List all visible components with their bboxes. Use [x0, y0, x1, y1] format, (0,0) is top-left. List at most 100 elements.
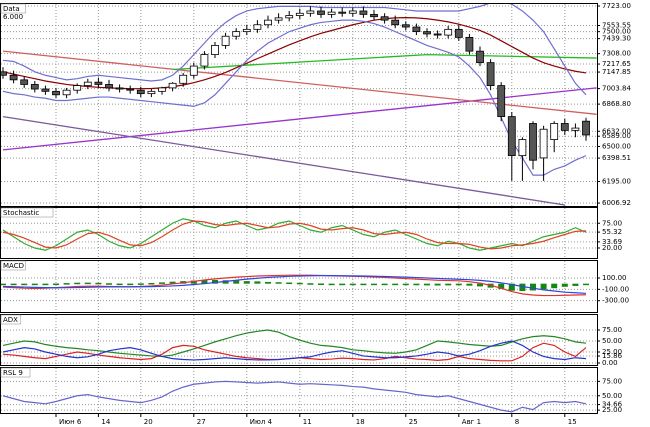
- histogram-bar: [254, 281, 261, 284]
- x-tick-label: 27: [197, 418, 206, 426]
- y-tick-label: 25.00: [602, 348, 622, 356]
- histogram-bar: [42, 283, 49, 286]
- series-line: [2, 275, 587, 294]
- series-line: [2, 19, 587, 176]
- panel-title: RSL 9: [3, 369, 23, 377]
- candle-body: [454, 28, 463, 38]
- candle-body: [423, 31, 431, 35]
- histogram-bar: [540, 283, 547, 290]
- histogram-bar: [201, 279, 208, 284]
- candle-body: [507, 116, 516, 157]
- series-line: [2, 274, 587, 297]
- candle-body: [433, 33, 442, 36]
- histogram-bar: [530, 283, 536, 291]
- histogram-bar: [190, 280, 197, 284]
- histogram-bar: [339, 283, 346, 286]
- panel-title-box: [0, 314, 22, 325]
- histogram-bar: [296, 282, 303, 285]
- y-tick-label: 7308.00: [602, 50, 631, 58]
- histogram-bar: [21, 283, 28, 286]
- candle-body: [232, 31, 241, 37]
- histogram-bar: [318, 283, 324, 285]
- candle-body: [147, 90, 156, 95]
- x-tick-label: 14: [101, 418, 110, 426]
- y-tick-label: 7439.30: [602, 35, 631, 43]
- y-tick-label: 7217.65: [602, 60, 631, 68]
- histogram-bar: [275, 282, 282, 284]
- candle-body: [200, 54, 209, 67]
- series-line: [2, 340, 587, 361]
- histogram-bar: [169, 281, 176, 284]
- candle-body: [571, 127, 580, 131]
- candle-body: [295, 12, 304, 16]
- panel-title-box: [0, 260, 26, 271]
- histogram-bar: [519, 283, 526, 292]
- histogram-bar: [84, 282, 91, 285]
- plot-area: [2, 329, 587, 362]
- histogram-bar: [392, 283, 399, 286]
- y-tick-label: -300.00: [602, 297, 629, 305]
- y-tick-label: 6632.00: [602, 127, 631, 135]
- plot-area: [2, 380, 587, 413]
- y-tick-label: 7500.00: [602, 28, 631, 36]
- panel-title: MACD: [3, 262, 24, 270]
- candle-body: [348, 10, 357, 14]
- candle-body: [370, 14, 378, 18]
- x-tick-label: 15: [568, 418, 577, 426]
- candle-body: [550, 123, 559, 140]
- candle-body: [126, 88, 135, 91]
- panel-subtitle: 6.000: [3, 13, 23, 21]
- candle-body: [465, 36, 474, 52]
- plot-area: [1, 274, 589, 297]
- histogram-bar: [371, 283, 377, 286]
- histogram-bar: [477, 283, 483, 287]
- histogram-bar: [583, 283, 589, 286]
- candle-body: [94, 81, 103, 85]
- series-line: [2, 329, 587, 358]
- x-tick-label: 11: [303, 418, 312, 426]
- y-tick-label: 25.00: [602, 406, 622, 414]
- histogram-bar: [95, 282, 102, 285]
- y-tick-label: 7723.00: [602, 2, 631, 10]
- candle-body: [73, 85, 82, 91]
- candle-body: [327, 11, 336, 15]
- candle-body: [391, 19, 400, 26]
- candle-body: [539, 128, 548, 159]
- candle-body: [444, 28, 453, 36]
- candle-body: [560, 123, 569, 131]
- y-tick-label: 33.69: [602, 238, 622, 246]
- candle-body: [476, 50, 484, 64]
- x-tick-label: 18: [356, 418, 365, 426]
- panel-title-box: [0, 207, 54, 218]
- panel-title-box: [0, 3, 26, 14]
- histogram-bar: [243, 281, 250, 284]
- histogram-bar: [572, 283, 579, 286]
- histogram-bar: [127, 283, 134, 286]
- histogram-bar: [148, 282, 155, 285]
- y-tick-label: 75.00: [602, 326, 622, 334]
- histogram-bar: [31, 283, 38, 286]
- histogram-bar: [63, 283, 70, 285]
- y-tick-label: 6195.00: [602, 177, 631, 185]
- plot-area: [2, 218, 587, 251]
- y-tick-label: 50.00: [602, 337, 622, 345]
- histogram-bar: [455, 283, 462, 286]
- x-tick-label: Авг 1: [462, 418, 481, 426]
- y-tick-label: 20.00: [602, 244, 622, 252]
- candle-body: [189, 65, 198, 76]
- histogram-bar: [551, 283, 558, 289]
- histogram-bar: [508, 283, 515, 291]
- candle-body: [264, 19, 272, 26]
- x-tick-label: 8: [515, 418, 519, 426]
- trend-line: [172, 53, 597, 71]
- candle-body: [221, 35, 230, 46]
- candle-body: [401, 24, 410, 28]
- y-tick-label: 100.00: [602, 274, 627, 282]
- candle-body: [105, 84, 113, 89]
- y-tick-label: 50.00: [602, 392, 622, 400]
- y-tick-label: 75.00: [602, 377, 622, 385]
- y-tick-label: 7553.55: [602, 21, 631, 29]
- series-line: [2, 220, 587, 250]
- histogram-bar: [413, 283, 420, 286]
- candle-body: [285, 15, 294, 19]
